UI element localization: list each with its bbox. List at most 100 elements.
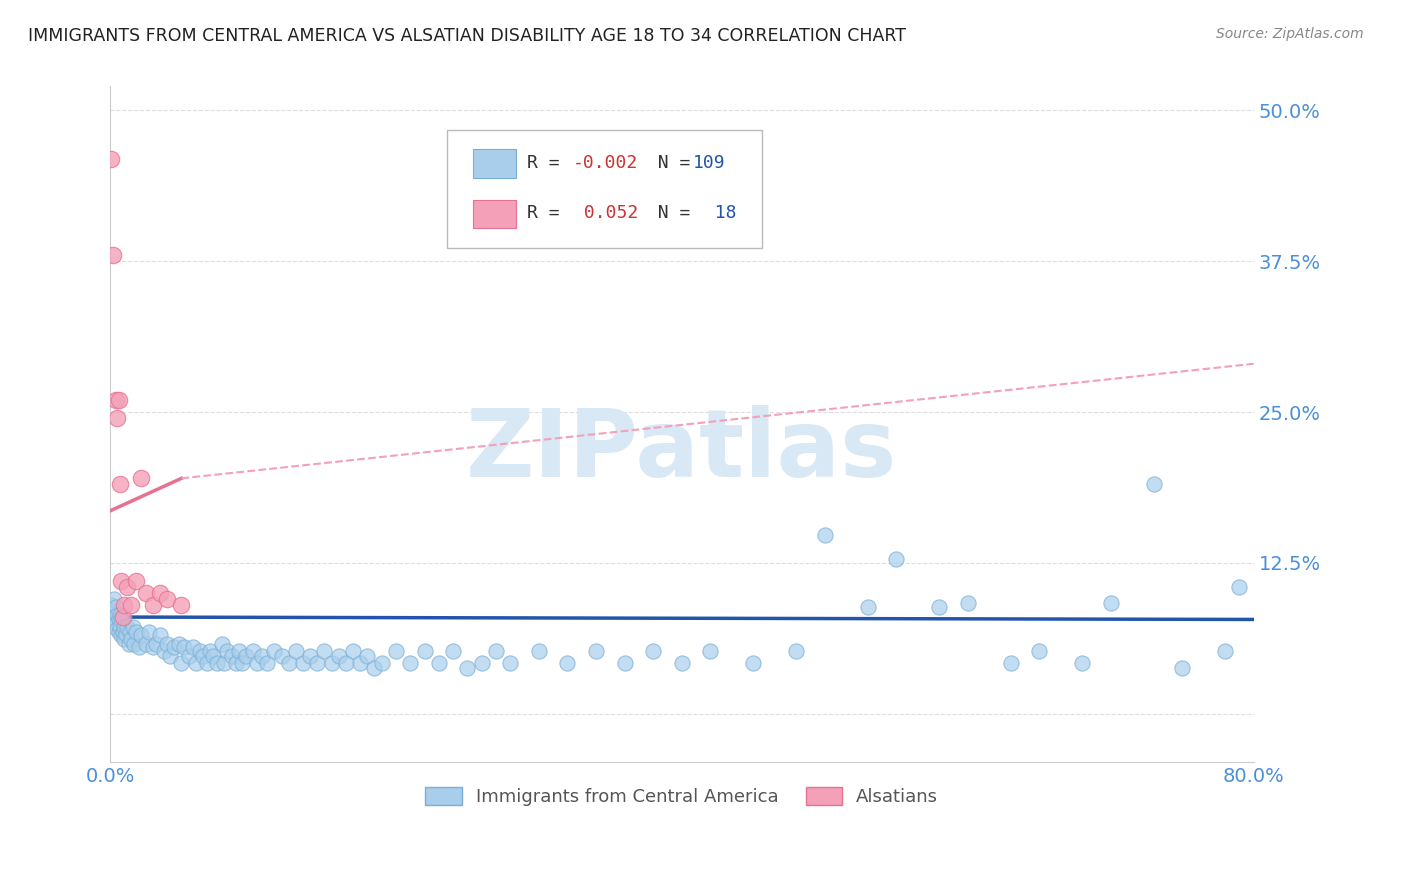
Point <box>499 656 522 670</box>
Point <box>114 627 136 641</box>
Text: IMMIGRANTS FROM CENTRAL AMERICA VS ALSATIAN DISABILITY AGE 18 TO 34 CORRELATION : IMMIGRANTS FROM CENTRAL AMERICA VS ALSAT… <box>28 27 905 45</box>
Point <box>1071 656 1094 670</box>
Point <box>105 622 128 636</box>
Point <box>314 644 336 658</box>
Point <box>156 636 179 650</box>
Point <box>335 656 357 670</box>
Point <box>235 648 257 663</box>
Point <box>299 648 322 663</box>
Point <box>120 632 142 646</box>
Point <box>135 636 157 650</box>
Point <box>1171 661 1194 675</box>
Point <box>699 644 721 658</box>
Point <box>399 656 422 670</box>
Point <box>104 616 127 631</box>
Text: 109: 109 <box>693 153 725 171</box>
Point <box>585 644 607 658</box>
Point <box>277 656 299 670</box>
Point <box>370 656 392 670</box>
FancyBboxPatch shape <box>447 130 762 249</box>
Point <box>110 628 132 642</box>
Point <box>246 656 269 670</box>
Text: 0.052: 0.052 <box>574 204 638 222</box>
Bar <box>472 149 516 178</box>
Point <box>956 596 979 610</box>
Point <box>125 574 148 588</box>
Point <box>471 656 494 670</box>
Point <box>107 624 129 639</box>
Point <box>205 656 228 670</box>
Point <box>485 644 508 658</box>
Point <box>242 644 264 658</box>
Bar <box>472 200 516 228</box>
Point <box>170 656 193 670</box>
Point <box>1000 656 1022 670</box>
Point <box>785 644 807 658</box>
Point <box>291 656 314 670</box>
Point <box>100 598 122 612</box>
Point <box>181 640 204 655</box>
Point <box>120 598 142 612</box>
Point <box>225 656 247 670</box>
Point <box>118 624 141 639</box>
Point <box>356 648 378 663</box>
Point <box>328 648 350 663</box>
Point <box>385 644 408 658</box>
Point <box>167 636 190 650</box>
Point <box>195 656 218 670</box>
Point <box>214 656 236 670</box>
Point <box>125 624 148 639</box>
Point <box>1229 580 1251 594</box>
Text: ZIPatlas: ZIPatlas <box>467 405 897 497</box>
Point <box>103 610 125 624</box>
Point <box>263 644 285 658</box>
Point <box>284 644 307 658</box>
Point <box>131 471 153 485</box>
Point <box>441 644 464 658</box>
Point <box>104 600 127 615</box>
Point <box>170 598 193 612</box>
Point <box>110 612 132 626</box>
Text: -0.002: -0.002 <box>574 153 638 171</box>
Point <box>856 600 879 615</box>
Text: 18: 18 <box>693 204 737 222</box>
Point <box>112 632 135 646</box>
Text: R =: R = <box>527 153 571 171</box>
Point <box>256 656 278 670</box>
Point <box>101 248 124 262</box>
Point <box>105 607 128 622</box>
Point <box>413 644 436 658</box>
Point <box>191 648 214 663</box>
Point <box>149 628 172 642</box>
Point <box>142 598 165 612</box>
Point <box>153 644 176 658</box>
Point <box>188 644 211 658</box>
Text: N =: N = <box>636 204 702 222</box>
Point <box>108 607 131 622</box>
Point <box>456 661 478 675</box>
Point <box>138 624 160 639</box>
Point <box>100 152 122 166</box>
Point <box>427 656 450 670</box>
Point <box>270 648 292 663</box>
Point <box>101 604 124 618</box>
Point <box>111 610 134 624</box>
Point <box>124 636 146 650</box>
Point <box>228 644 250 658</box>
Point <box>363 661 385 675</box>
Point <box>117 636 139 650</box>
Point <box>643 644 665 658</box>
Point <box>107 612 129 626</box>
Point <box>131 628 153 642</box>
Point <box>135 586 157 600</box>
Point <box>184 656 207 670</box>
Point <box>159 648 181 663</box>
Point <box>349 656 371 670</box>
Point <box>928 600 950 615</box>
Point <box>163 640 186 655</box>
Point <box>217 644 239 658</box>
Point <box>173 640 195 655</box>
Point <box>108 477 131 491</box>
Point <box>884 552 907 566</box>
Point <box>145 636 167 650</box>
